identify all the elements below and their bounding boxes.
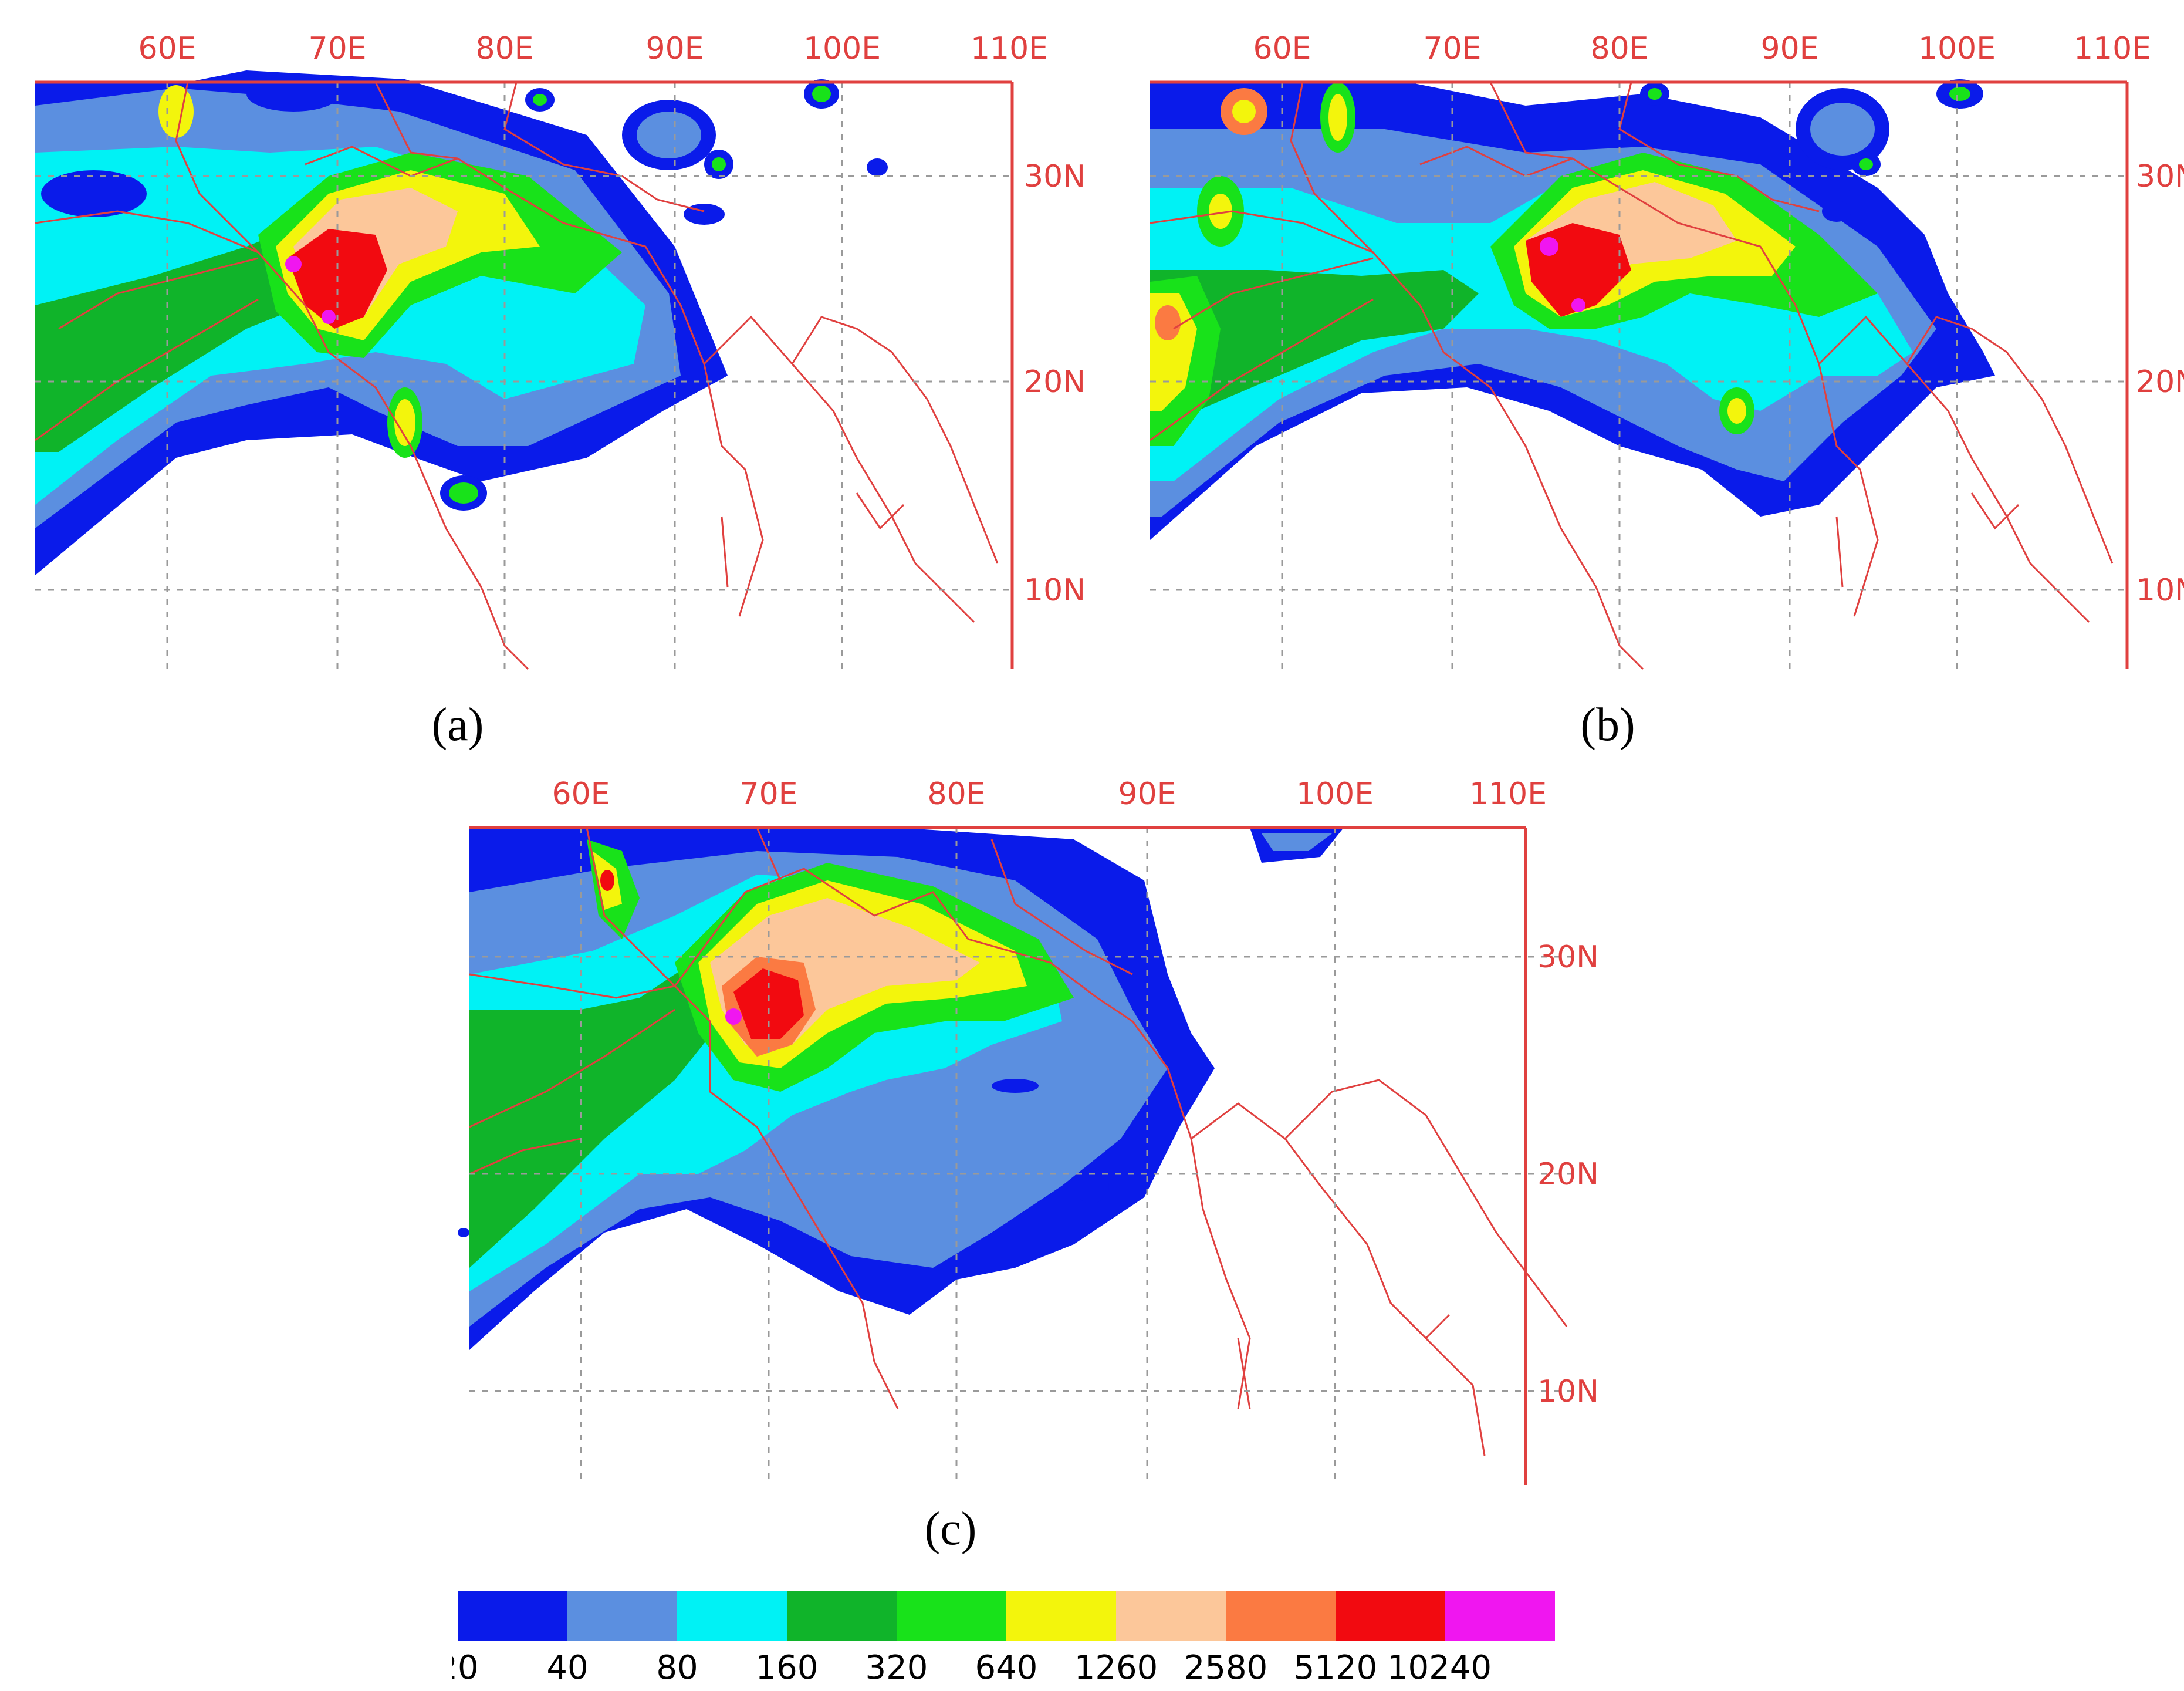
- lon-label: 60E: [552, 777, 610, 812]
- colorbar-swatch: [677, 1591, 787, 1641]
- colorbar-swatch: [458, 1591, 567, 1641]
- lat-label: 10N: [1024, 573, 1086, 608]
- colorbar-swatch: [567, 1591, 677, 1641]
- lon-labels-a: 60E 70E 80E 90E 100E 110E: [138, 31, 1048, 66]
- colorbar-tick-label: 2580: [1184, 1649, 1268, 1685]
- lon-label: 90E: [1760, 31, 1818, 66]
- borders-a: [35, 82, 999, 670]
- caption-b: (b): [1580, 699, 1635, 751]
- lon-labels-c: 60E 70E 80E 90E 100E 110E: [552, 777, 1547, 812]
- frame-c: [469, 826, 1527, 1485]
- data-field-a: [35, 70, 888, 575]
- lon-label: 90E: [645, 31, 704, 66]
- colorbar-swatches: [458, 1591, 1555, 1641]
- colorbar-tick-label: 1260: [1074, 1649, 1158, 1685]
- colorbar-tick-label: 5120: [1294, 1649, 1378, 1685]
- colorbar-tick-label: 160: [756, 1649, 819, 1685]
- lon-labels-b: 60E 70E 80E 90E 100E 110E: [1253, 31, 2151, 66]
- lon-label: 60E: [1253, 31, 1311, 66]
- caption-a: (a): [431, 699, 484, 751]
- lat-labels-b: 30N 20N 10N: [2136, 159, 2184, 608]
- lon-label: 100E: [803, 31, 881, 66]
- map-panel-c: 60E 70E 80E 90E 100E 110E 30N 20N 10N: [428, 763, 1602, 1503]
- lon-label: 60E: [138, 31, 196, 66]
- colorbar-swatch: [1226, 1591, 1336, 1641]
- caption-c: (c): [924, 1503, 977, 1555]
- colorbar-swatch: [1445, 1591, 1555, 1641]
- map-panel-a: 60E 70E 80E 90E 100E 110E 30N 20N 10N: [0, 0, 1086, 675]
- lat-label: 10N: [2136, 573, 2184, 608]
- lat-label: 20N: [1024, 364, 1086, 400]
- colorbar-tick-label: 320: [866, 1649, 928, 1685]
- lat-label: 20N: [1537, 1157, 1599, 1192]
- lat-label: 20N: [2136, 364, 2184, 400]
- colorbar-swatch: [1336, 1591, 1445, 1641]
- lat-label: 30N: [1537, 940, 1599, 975]
- lat-labels-a: 30N 20N 10N: [1024, 159, 1086, 608]
- lon-label: 100E: [1918, 31, 1996, 66]
- frame-a: [35, 80, 1014, 669]
- lon-label: 110E: [2074, 31, 2151, 66]
- lon-label: 80E: [475, 31, 533, 66]
- colorbar-tick-label: 40: [546, 1649, 588, 1685]
- colorbar-tick-label: 20: [452, 1649, 479, 1685]
- lon-label: 70E: [1423, 31, 1481, 66]
- lat-label: 10N: [1537, 1374, 1599, 1409]
- lon-label: 70E: [308, 31, 366, 66]
- colorbar-swatch: [1116, 1591, 1226, 1641]
- lat-label: 30N: [1024, 159, 1086, 194]
- lon-label: 100E: [1296, 777, 1374, 812]
- colorbar-tick-label: 640: [975, 1649, 1038, 1685]
- map-a-svg: 60E 70E 80E 90E 100E 110E 30N 20N 10N: [35, 31, 1086, 670]
- lat-labels-c: 30N 20N 10N: [1537, 940, 1599, 1409]
- data-field-c: [458, 828, 1344, 1350]
- colorbar-swatch: [787, 1591, 897, 1641]
- data-field-b: [1150, 79, 1995, 540]
- colorbar-swatch: [897, 1591, 1006, 1641]
- lon-label: 110E: [1469, 777, 1547, 812]
- map-b-svg: 60E 70E 80E 90E 100E 110E 30N 20N 10N: [1150, 31, 2184, 670]
- colorbar-tick-label: 10240: [1387, 1649, 1492, 1685]
- colorbar-tick-label: 80: [656, 1649, 698, 1685]
- map-c-svg: 60E 70E 80E 90E 100E 110E 30N 20N 10N: [458, 777, 1599, 1485]
- borders-c: [469, 827, 1568, 1456]
- borders-b: [1150, 82, 2114, 670]
- lon-label: 80E: [927, 777, 985, 812]
- lon-label: 110E: [971, 31, 1048, 66]
- lon-label: 80E: [1590, 31, 1648, 66]
- grid-c: [469, 828, 1578, 1485]
- lon-label: 90E: [1118, 777, 1176, 812]
- lon-label: 70E: [739, 777, 797, 812]
- colorbar-swatch: [1006, 1591, 1116, 1641]
- map-panel-b: 60E 70E 80E 90E 100E 110E 30N 20N 10N: [1115, 0, 2184, 675]
- lat-label: 30N: [2136, 159, 2184, 194]
- frame-b: [1150, 80, 2129, 669]
